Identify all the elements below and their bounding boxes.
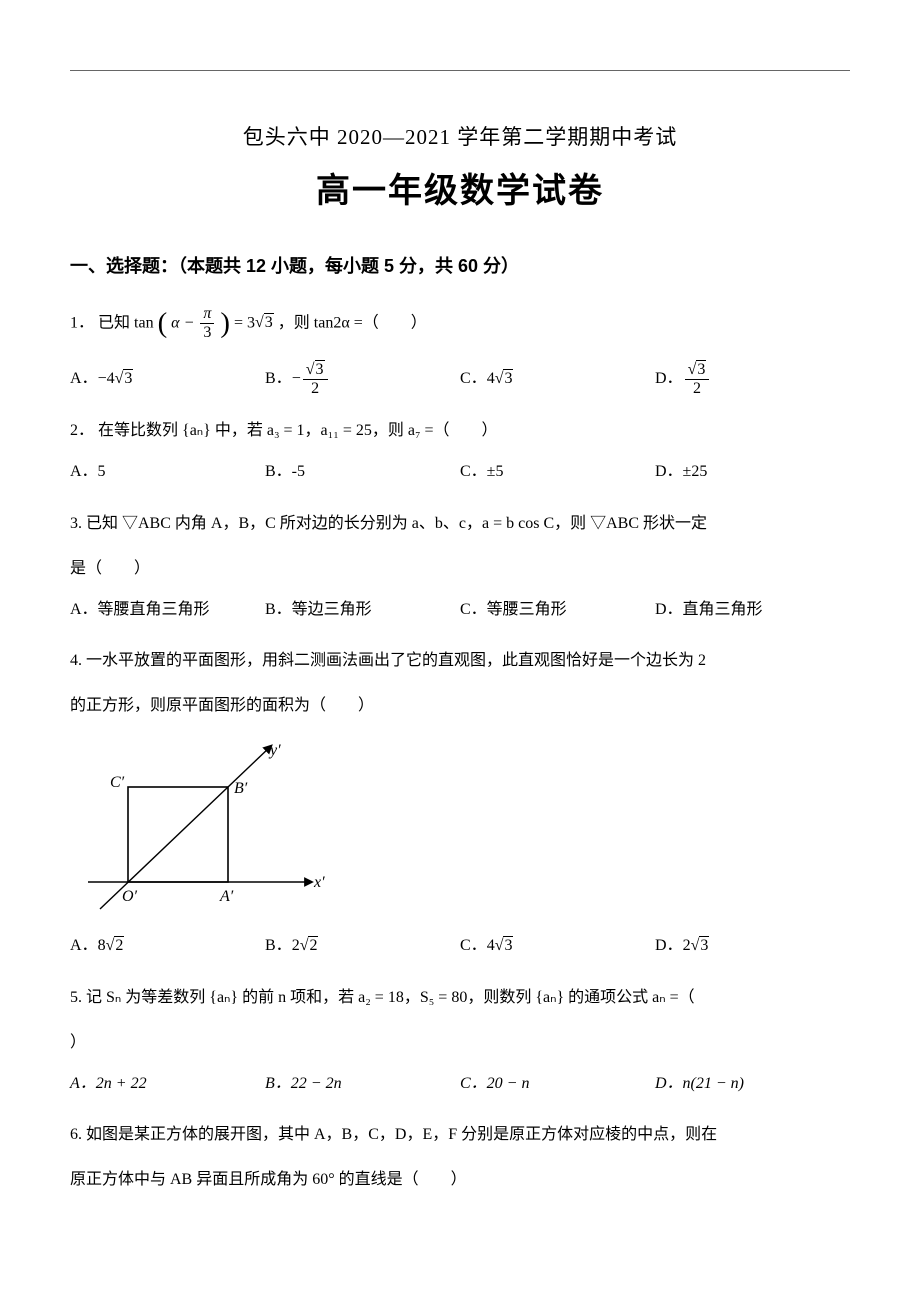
q4-optA-label: A． [70,937,98,954]
q4-text-line1: 一水平放置的平面图形，用斜二测画法画出了它的直观图，此直观图恰好是一个边长为 2 [86,652,706,669]
q6-number: 6. [70,1126,82,1143]
q5-option-c: C．20 − n [460,1066,655,1101]
q1-optC-label: C． [460,370,487,387]
q4-optB-label: B． [265,937,292,954]
q3-option-b: B．等边三角形 [265,592,460,627]
q1-optD-label: D． [655,370,683,387]
q6-text-line1: 如图是某正方体的展开图，其中 A，B，C，D，E，F 分别是原正方体对应棱的中点… [86,1126,717,1143]
q1-optA-rad: 3 [123,369,133,387]
q1-sqrt3: 3 [255,305,274,340]
q3-option-a: A．等腰直角三角形 [70,592,265,627]
q1-frac-den: 3 [200,324,214,341]
q1-options: A．−43 B．−32 C．43 D．32 [70,361,850,397]
q3-options: A．等腰直角三角形 B．等边三角形 C．等腰三角形 D．直角三角形 [70,592,850,627]
question-1: 1． 已知 tan ( α − π 3 ) = 33 ，则 tan2α =（ ） [70,292,850,355]
q4-option-c: C．43 [460,928,655,963]
q1-optC-rad: 3 [503,369,513,387]
q3-text-line1: 已知 ▽ABC 内角 A，B，C 所对边的长分别为 a、b、c，a = b co… [86,515,707,532]
q4-number: 4. [70,652,82,669]
q1-eq: = 3 [234,314,255,331]
q5-number: 5. [70,989,82,1006]
question-5: 5. 记 Sₙ 为等差数列 {aₙ} 的前 n 项和，若 a₂ = 18，S₅ … [70,980,850,1015]
q1-optB-den: 2 [303,380,328,397]
exam-main-title: 高一年级数学试卷 [70,163,850,212]
q1-optD-den: 2 [685,380,710,397]
question-4: 4. 一水平放置的平面图形，用斜二测画法画出了它的直观图，此直观图恰好是一个边长… [70,643,850,678]
q3-option-d: D．直角三角形 [655,592,850,627]
q5-option-b: B．22 − 2n [265,1066,460,1101]
q1-optB-num-rad: 3 [315,360,325,378]
q5-option-a: A．2n + 22 [70,1066,265,1101]
q1-text-mid: ，则 tan2α =（ ） [278,314,427,331]
q4-label-yp: y′ [268,742,281,759]
q4-optD-pre: 2 [683,937,691,954]
q4-diagram: C′ B′ O′ A′ x′ y′ [70,737,850,922]
q1-frac-num: π [200,306,214,324]
q4-options: A．82 B．22 C．43 D．23 [70,928,850,963]
q4-option-a: A．82 [70,928,265,963]
q1-alpha-minus: α − [171,314,194,331]
q1-optD-num-rad: 3 [696,360,706,378]
q4-label-Op: O′ [122,888,138,905]
top-horizontal-rule [70,70,850,71]
q1-optC-pre: 4 [487,370,495,387]
q2-option-a: A．5 [70,454,265,489]
section-1-heading: 一、选择题：（本题共 12 小题，每小题 5 分，共 60 分） [70,252,850,278]
q4-option-d: D．23 [655,928,850,963]
q1-option-b: B．−3 2 [265,361,460,397]
q2-number: 2． [70,422,94,439]
question-3: 3. 已知 ▽ABC 内角 A，B，C 所对边的长分别为 a、b、c，a = b… [70,506,850,541]
q2-option-d: D．±25 [655,454,850,489]
q1-number: 1． [70,314,94,331]
q4-label-xp: x′ [313,874,325,891]
q1-pi-over-3: π 3 [200,306,214,341]
q4-optB-rad: 2 [308,936,318,954]
question-5-close: ） [70,1025,850,1060]
q1-option-d: D． 3 2 [655,361,850,397]
q1-optB-pre: − [292,370,301,387]
q1-sqrt3-rad: 3 [264,313,274,331]
q1-option-c: C．43 [460,361,655,397]
q2-option-b: B．-5 [265,454,460,489]
question-4-line2: 的正方形，则原平面图形的面积为（ ） [70,688,850,723]
question-6: 6. 如图是某正方体的展开图，其中 A，B，C，D，E，F 分别是原正方体对应棱… [70,1117,850,1152]
q4-optD-label: D． [655,937,683,954]
q2-options: A．5 B．-5 C．±5 D．±25 [70,454,850,489]
q1-optA-pre: −4 [98,370,115,387]
q4-option-b: B．22 [265,928,460,963]
question-2: 2． 在等比数列 {aₙ} 中，若 a₃ = 1，a₁₁ = 25，则 a₇ =… [70,413,850,448]
q4-optC-label: C． [460,937,487,954]
q4-label-Cp: C′ [110,774,125,791]
q5-text-prefix: 记 Sₙ 为等差数列 {aₙ} 的前 n 项和，若 a₂ = 18，S₅ = 8… [86,989,695,1006]
question-6-line2: 原正方体中与 AB 异面且所成角为 60° 的直线是（ ） [70,1162,850,1197]
q1-optB-label: B． [265,370,292,387]
question-3-line2: 是（ ） [70,551,850,586]
q4-optC-pre: 4 [487,937,495,954]
q5-options: A．2n + 22 B．22 − 2n C．20 − n D．n(21 − n) [70,1066,850,1101]
q4-optB-pre: 2 [292,937,300,954]
q4-optA-rad: 2 [114,936,124,954]
q4-optA-pre: 8 [98,937,106,954]
q5-option-d: D．n(21 − n) [655,1066,850,1101]
q4-label-Bp: B′ [234,780,248,797]
q2-option-c: C．±5 [460,454,655,489]
exam-pretitle: 包头六中 2020—2021 学年第二学期期中考试 [70,121,850,151]
q1-text-prefix: 已知 tan [98,314,154,331]
q2-text: 在等比数列 {aₙ} 中，若 a₃ = 1，a₁₁ = 25，则 a₇ =（ ） [98,422,498,439]
q4-optC-rad: 3 [503,936,513,954]
q1-optA-label: A． [70,370,98,387]
q4-diagram-svg: C′ B′ O′ A′ x′ y′ [70,737,330,917]
q4-label-Ap: A′ [219,888,234,905]
q4-optD-rad: 3 [699,936,709,954]
q3-number: 3. [70,515,82,532]
q3-option-c: C．等腰三角形 [460,592,655,627]
q1-option-a: A．−4 3 [70,361,265,397]
